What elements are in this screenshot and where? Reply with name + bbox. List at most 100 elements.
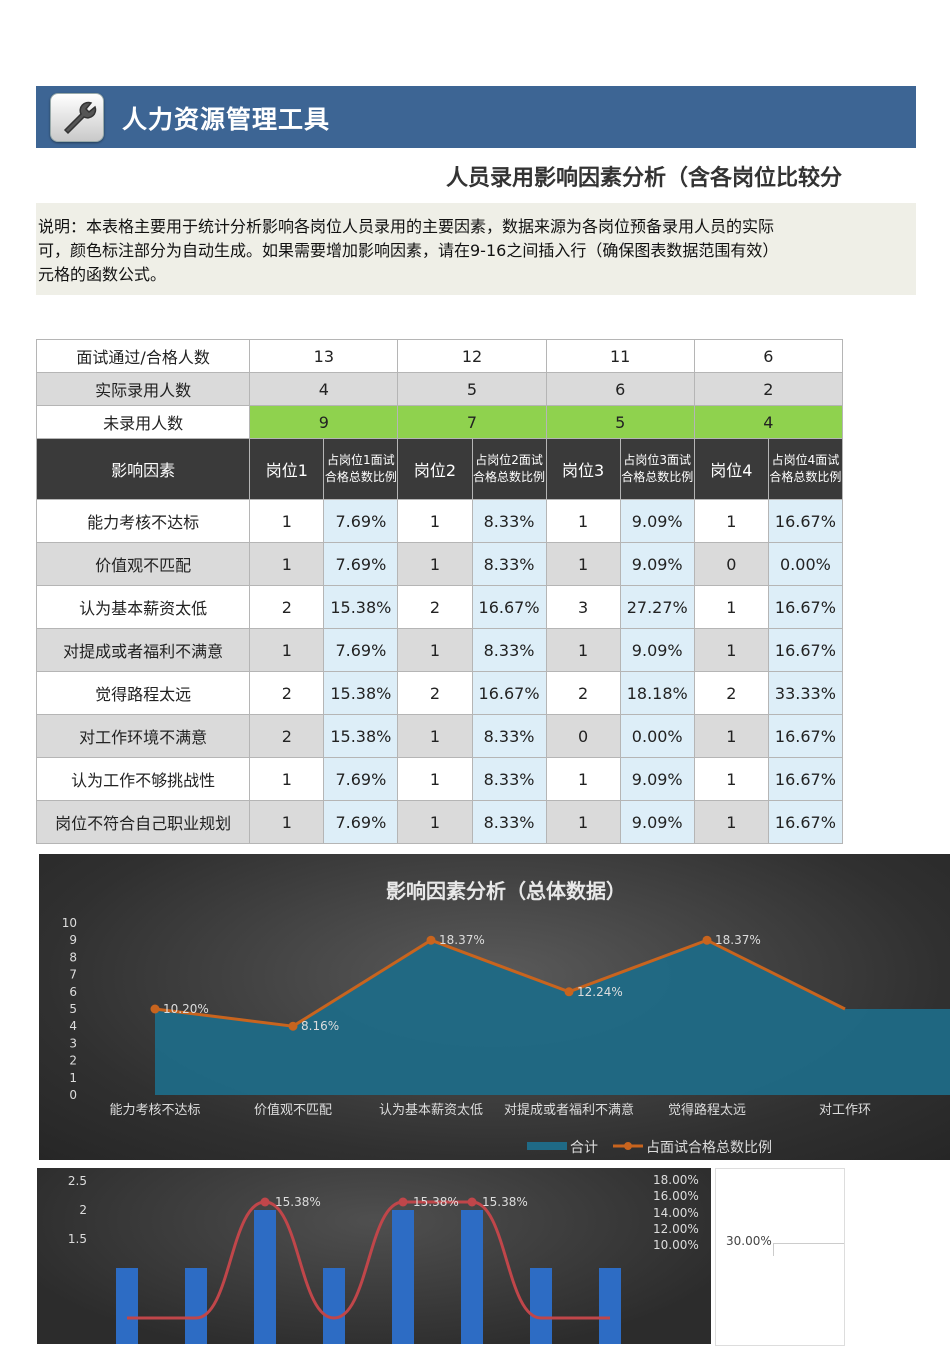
summary-cell[interactable]: 5 xyxy=(397,372,547,406)
count-cell[interactable]: 1 xyxy=(693,585,769,629)
count-cell[interactable]: 1 xyxy=(397,757,473,801)
data-point xyxy=(288,1021,298,1031)
count-cell[interactable]: 1 xyxy=(693,499,769,543)
count-cell[interactable]: 2 xyxy=(397,671,473,715)
overall-chart: 影响因素分析（总体数据） 0 1 2 3 4 5 6 7 8 9 10 能力考核不达标 价值观不匹配 认… xyxy=(39,854,950,1160)
count-cell[interactable]: 1 xyxy=(545,800,621,844)
count-cell[interactable]: 1 xyxy=(397,499,473,543)
summary-cell[interactable]: 11 xyxy=(545,339,695,373)
ratio-cell[interactable]: 16.67% xyxy=(767,628,844,672)
position2-chart: 30.00% xyxy=(715,1168,845,1346)
count-cell[interactable]: 2 xyxy=(545,671,621,715)
ratio-cell[interactable]: 8.33% xyxy=(471,628,547,672)
legend-swatch-total xyxy=(527,1142,567,1150)
count-cell[interactable]: 2 xyxy=(249,671,325,715)
summary-cell[interactable]: 12 xyxy=(397,339,547,373)
count-cell[interactable]: 1 xyxy=(693,714,769,758)
data-point xyxy=(702,935,712,945)
axis-line xyxy=(773,1243,844,1256)
ratio-cell[interactable]: 9.09% xyxy=(619,499,695,543)
count-cell[interactable]: 1 xyxy=(397,800,473,844)
count-cell[interactable]: 2 xyxy=(249,714,325,758)
factor-label: 认为基本薪资太低 xyxy=(35,585,251,629)
bar xyxy=(530,1268,552,1344)
ratio-cell[interactable]: 18.18% xyxy=(619,671,695,715)
ratio-cell[interactable]: 7.69% xyxy=(323,628,399,672)
ratio-cell[interactable]: 0.00% xyxy=(767,542,844,586)
ratio-cell[interactable]: 16.67% xyxy=(471,671,547,715)
count-cell[interactable]: 1 xyxy=(545,628,621,672)
ratio-cell[interactable]: 16.67% xyxy=(471,585,547,629)
ratio-cell[interactable]: 8.33% xyxy=(471,800,547,844)
chart-title: 影响因素分析（总体数据） xyxy=(386,879,626,903)
count-cell[interactable]: 1 xyxy=(693,628,769,672)
note-line-1: 说明：本表格主要用于统计分析影响各岗位人员录用的主要因素，数据来源为各岗位预备录… xyxy=(38,217,775,236)
ratio-cell[interactable]: 15.38% xyxy=(323,714,399,758)
factor-label: 价值观不匹配 xyxy=(35,542,251,586)
ratio-cell[interactable]: 7.69% xyxy=(323,757,399,801)
count-cell[interactable]: 1 xyxy=(397,628,473,672)
table-row: 对工作环境不满意 2 15.38% 1 8.33% 0 0.00% 1 16.67% xyxy=(35,714,844,758)
ratio-cell[interactable]: 16.67% xyxy=(767,714,844,758)
count-cell[interactable]: 1 xyxy=(545,757,621,801)
summary-cell[interactable]: 13 xyxy=(249,339,399,373)
count-cell[interactable]: 1 xyxy=(397,542,473,586)
count-cell[interactable]: 1 xyxy=(693,800,769,844)
column-header: 占岗位4面试合格总数比例 xyxy=(767,438,844,500)
count-cell[interactable]: 3 xyxy=(545,585,621,629)
page-title: 人员录用影响因素分析（含各岗位比较分 xyxy=(445,166,842,191)
count-cell[interactable]: 1 xyxy=(693,757,769,801)
summary-cell[interactable]: 4 xyxy=(249,372,399,406)
summary-cell[interactable]: 4 xyxy=(693,405,844,439)
summary-cell[interactable]: 7 xyxy=(397,405,547,439)
table-row: 认为工作不够挑战性 1 7.69% 1 8.33% 1 9.09% 1 16.67% xyxy=(35,757,844,801)
count-cell[interactable]: 0 xyxy=(693,542,769,586)
count-cell[interactable]: 1 xyxy=(397,714,473,758)
ratio-cell[interactable]: 9.09% xyxy=(619,628,695,672)
count-cell[interactable]: 1 xyxy=(249,499,325,543)
count-cell[interactable]: 1 xyxy=(545,542,621,586)
tick-label: 14.00% xyxy=(653,1206,699,1220)
ratio-cell[interactable]: 8.33% xyxy=(471,542,547,586)
app-title: 人力资源管理工具 xyxy=(122,105,331,134)
ratio-cell[interactable]: 33.33% xyxy=(767,671,844,715)
count-cell[interactable]: 1 xyxy=(249,757,325,801)
count-cell[interactable]: 0 xyxy=(545,714,621,758)
count-cell[interactable]: 1 xyxy=(249,628,325,672)
ratio-cell[interactable]: 15.38% xyxy=(323,671,399,715)
summary-cell[interactable]: 2 xyxy=(693,372,844,406)
note-line-2: 可，颜色标注部分为自动生成。如果需要增加影响因素，请在9-16之间插入行（确保图… xyxy=(38,241,779,260)
count-cell[interactable]: 2 xyxy=(249,585,325,629)
ratio-cell[interactable]: 0.00% xyxy=(619,714,695,758)
ratio-cell[interactable]: 16.67% xyxy=(767,499,844,543)
ratio-cell[interactable]: 27.27% xyxy=(619,585,695,629)
ratio-cell[interactable]: 15.38% xyxy=(323,585,399,629)
summary-cell[interactable]: 6 xyxy=(545,372,695,406)
bar xyxy=(185,1268,207,1344)
ratio-cell[interactable]: 8.33% xyxy=(471,499,547,543)
summary-cell[interactable]: 6 xyxy=(693,339,844,373)
ratio-cell[interactable]: 9.09% xyxy=(619,757,695,801)
ratio-cell[interactable]: 7.69% xyxy=(323,542,399,586)
ratio-cell[interactable]: 8.33% xyxy=(471,714,547,758)
count-cell[interactable]: 1 xyxy=(249,800,325,844)
ratio-cell[interactable]: 16.67% xyxy=(767,800,844,844)
wrench-icon xyxy=(50,93,104,142)
tick-label: 8 xyxy=(69,950,77,964)
ratio-cell[interactable]: 7.69% xyxy=(323,800,399,844)
column-header: 影响因素 xyxy=(35,438,251,500)
ratio-cell[interactable]: 9.09% xyxy=(619,542,695,586)
summary-cell[interactable]: 9 xyxy=(249,405,399,439)
series-line-ratio xyxy=(154,938,846,1028)
summary-cell[interactable]: 5 xyxy=(545,405,695,439)
ratio-cell[interactable]: 16.67% xyxy=(767,585,844,629)
ratio-cell[interactable]: 16.67% xyxy=(767,757,844,801)
count-cell[interactable]: 1 xyxy=(545,499,621,543)
count-cell[interactable]: 2 xyxy=(397,585,473,629)
count-cell[interactable]: 1 xyxy=(249,542,325,586)
ratio-cell[interactable]: 8.33% xyxy=(471,757,547,801)
count-cell[interactable]: 2 xyxy=(693,671,769,715)
factor-label: 认为工作不够挑战性 xyxy=(35,757,251,801)
ratio-cell[interactable]: 7.69% xyxy=(323,499,399,543)
ratio-cell[interactable]: 9.09% xyxy=(619,800,695,844)
